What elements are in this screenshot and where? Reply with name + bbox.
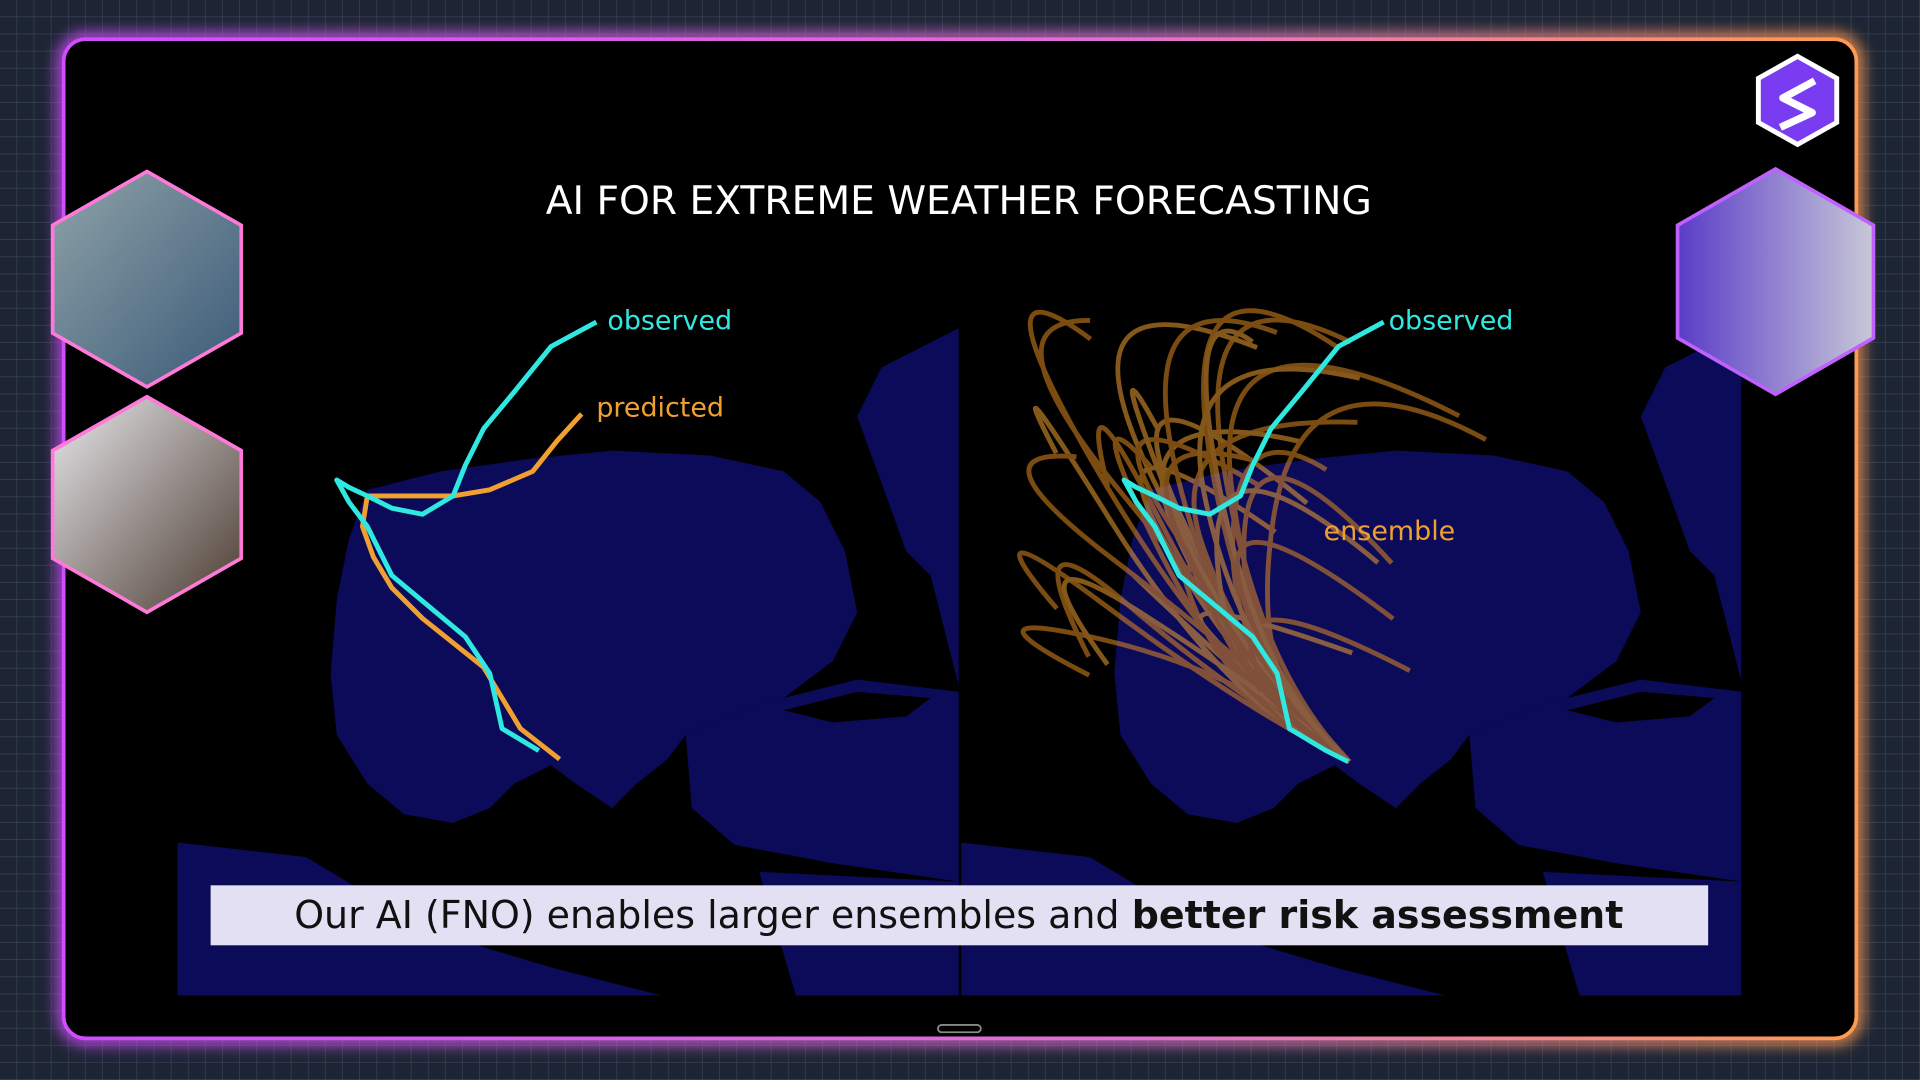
caption: Our AI (FNO) enables larger ensembles an… (294, 893, 1623, 937)
observed-track (1121, 319, 1385, 764)
caption-bar (210, 885, 1709, 946)
ensemble-track (1203, 328, 1352, 764)
camera-guest (1675, 166, 1876, 397)
caption-emphasis: better risk assessment (1132, 893, 1624, 937)
ensemble-track (1026, 453, 1352, 764)
camera-host (50, 169, 244, 390)
ensemble-label: ensemble (1324, 516, 1456, 547)
camera-guest (50, 394, 244, 615)
observed-label: observed (1389, 306, 1514, 337)
ensemble-track (1017, 550, 1351, 764)
channel-logo (1755, 53, 1840, 148)
camera-feeds (50, 166, 1876, 615)
ensemble-track (1248, 617, 1411, 764)
ensemble-track (1197, 366, 1361, 764)
observed-label: observed (607, 306, 732, 337)
slide-title: AI FOR EXTREME WEATHER FORECASTING (546, 179, 1372, 224)
home-indicator (937, 1023, 982, 1034)
caption-text: Our AI (FNO) enables larger ensembles an… (294, 893, 1119, 937)
observed-track (334, 319, 598, 753)
predicted-label: predicted (596, 392, 724, 423)
